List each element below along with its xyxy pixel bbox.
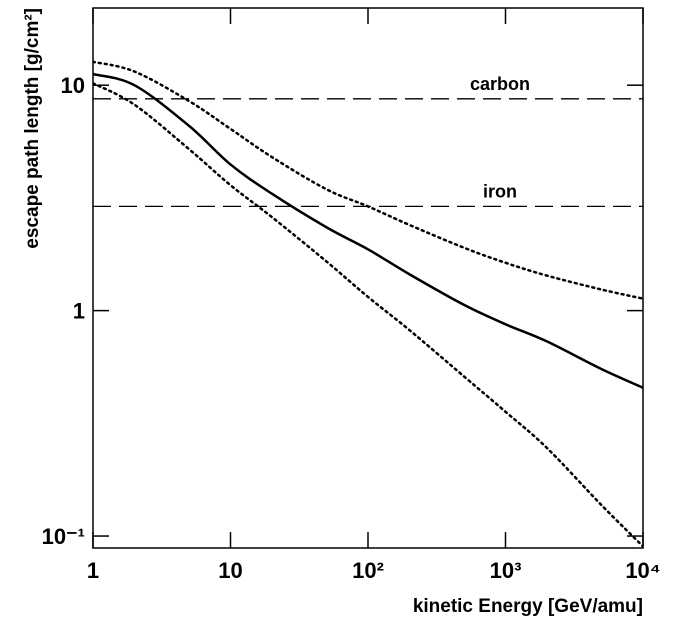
y-tick-label: 10: [61, 73, 85, 98]
x-tick-label: 10²: [352, 558, 384, 583]
reference-label: carbon: [470, 74, 530, 94]
x-tick-label: 10: [218, 558, 242, 583]
series-line: [93, 72, 643, 389]
plot-frame: [92, 7, 644, 549]
y-tick-label: 10⁻¹: [42, 524, 85, 549]
y-tick-label: 1: [73, 299, 85, 324]
reference-label: iron: [483, 181, 517, 201]
series-line: [93, 82, 643, 548]
series-line: [93, 60, 643, 300]
y-axis-title: escape path length [g/cm²]: [22, 8, 43, 249]
x-tick-label: 1: [87, 558, 99, 583]
x-axis-title: kinetic Energy [GeV/amu]: [413, 596, 643, 617]
x-tick-label: 10³: [490, 558, 522, 583]
plot-area: [93, 60, 643, 548]
x-tick-label: 10⁴: [625, 558, 660, 583]
